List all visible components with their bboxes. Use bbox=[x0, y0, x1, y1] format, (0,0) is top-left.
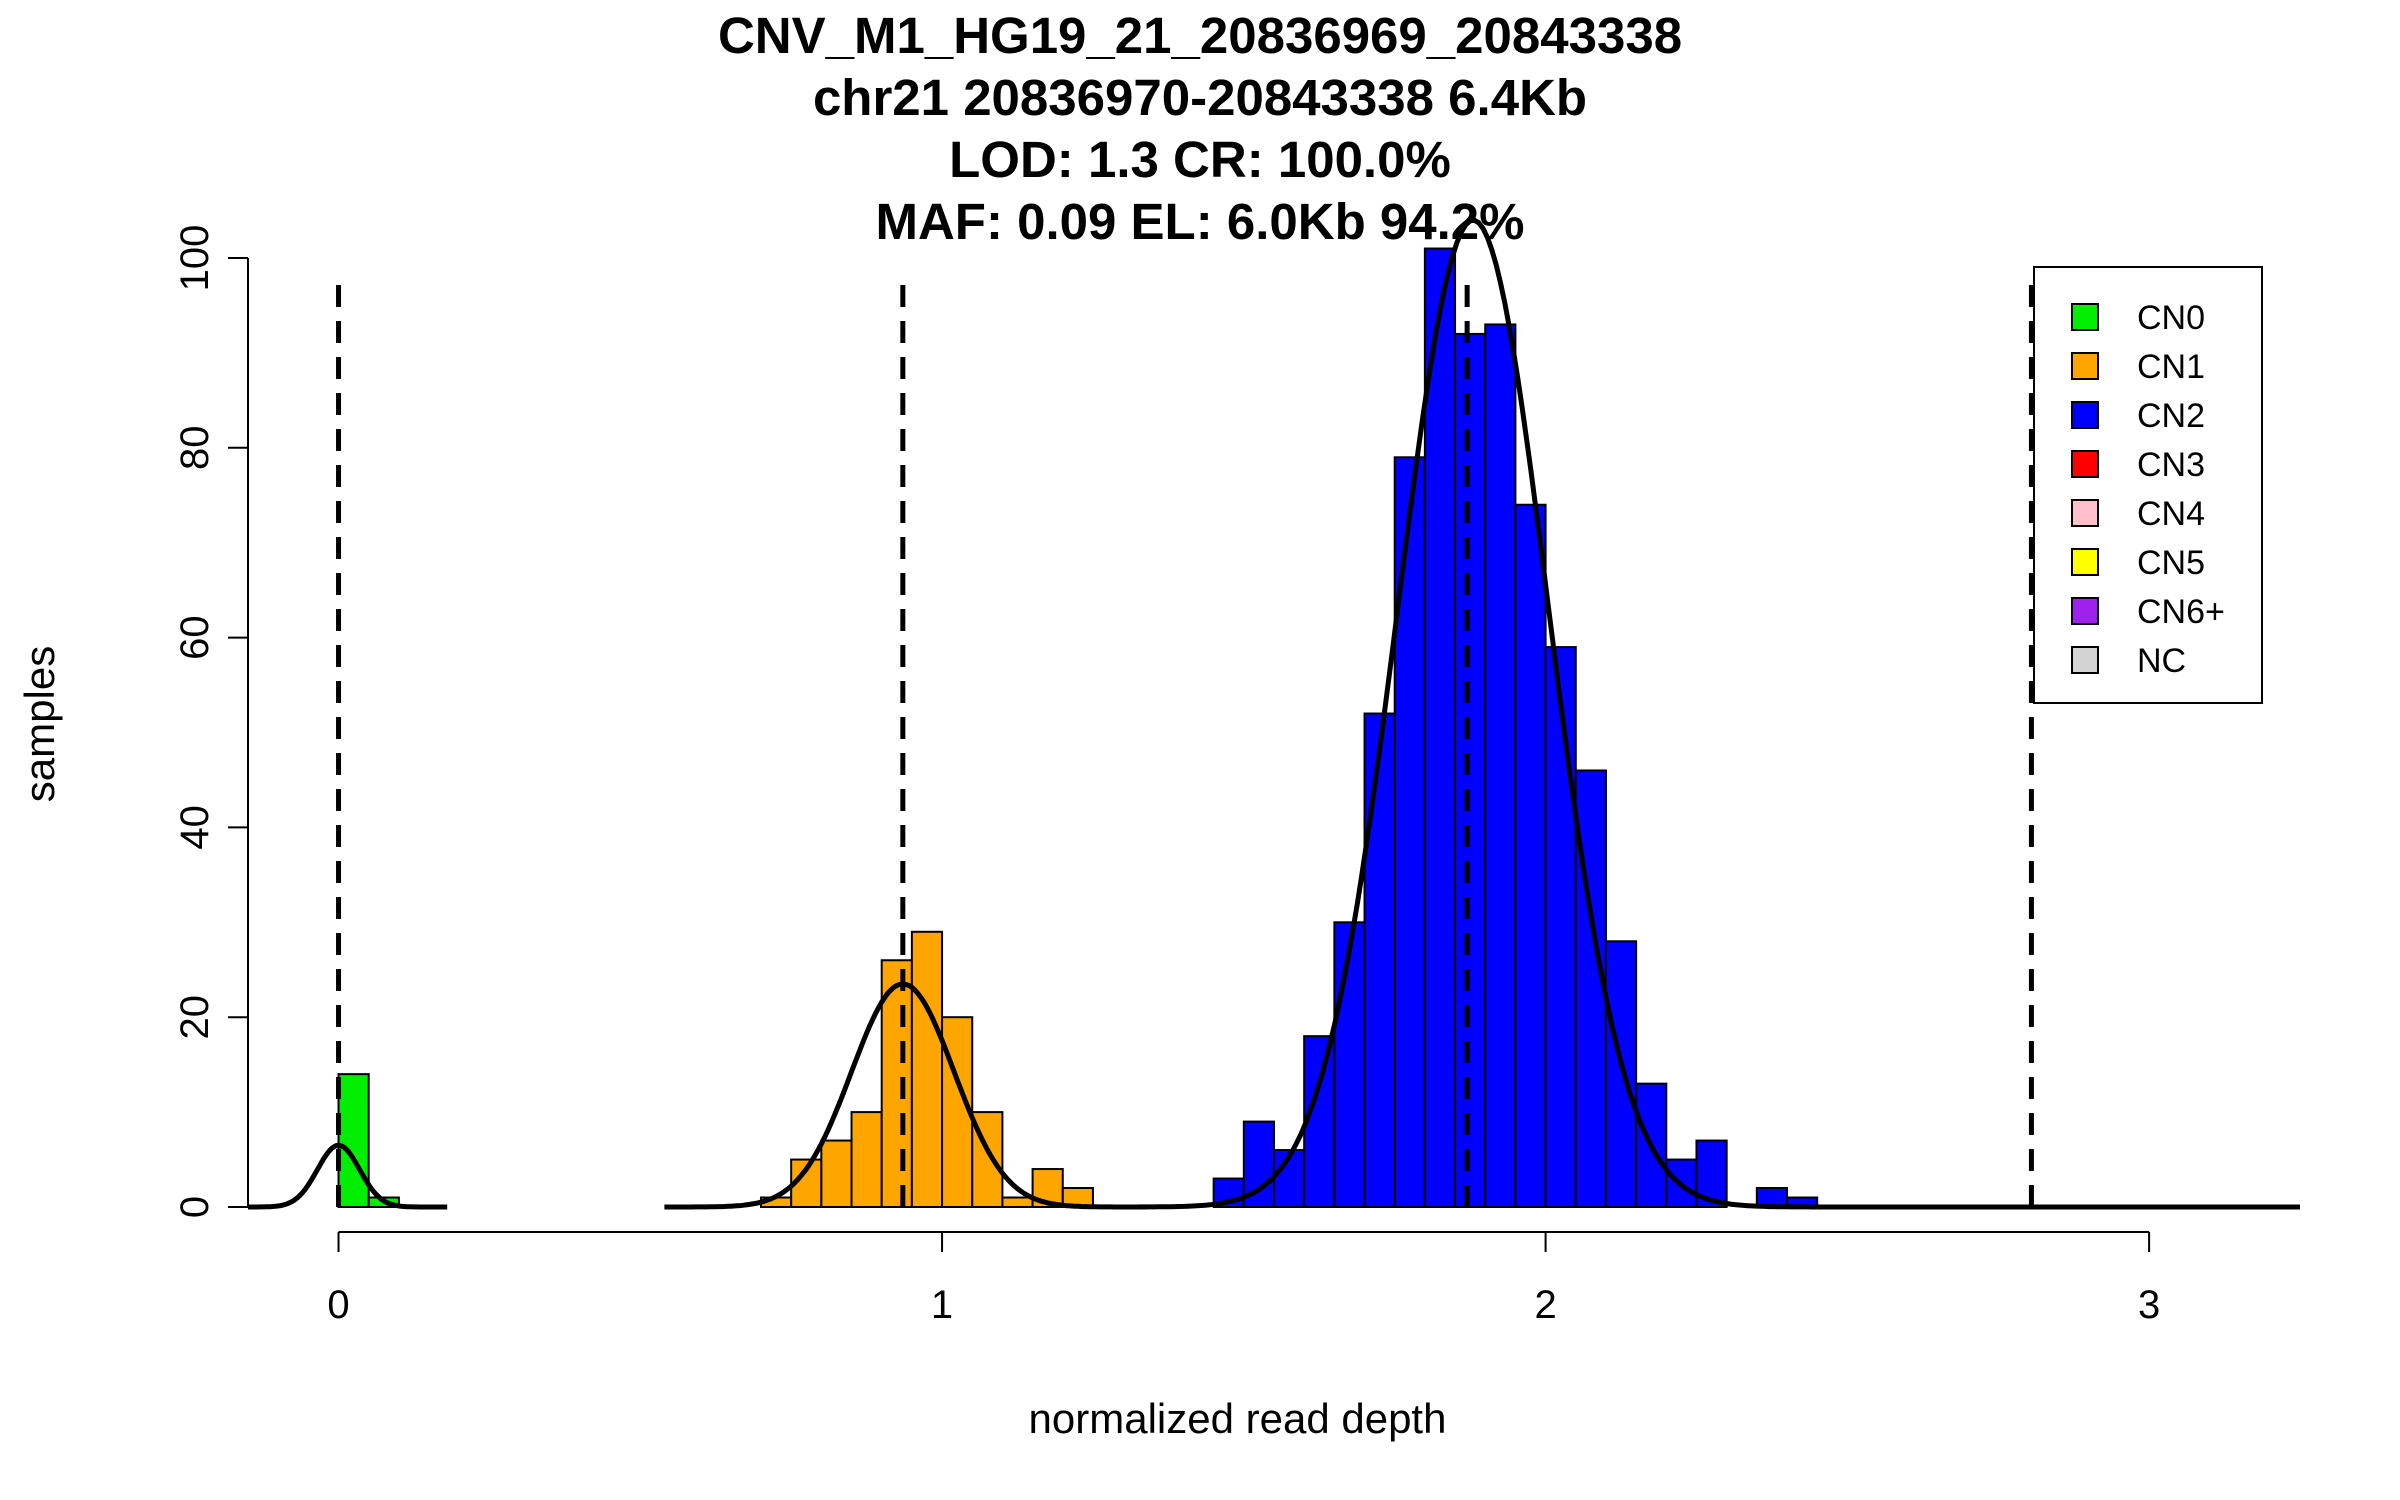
fit-curve-1 bbox=[664, 981, 1148, 1210]
legend-label-cn6+: CN6+ bbox=[2137, 593, 2225, 631]
bar-cn2-2.2 bbox=[1665, 1158, 1698, 1209]
legend-box bbox=[2033, 266, 2263, 704]
bar-cn1-1.1 bbox=[1001, 1196, 1034, 1209]
legend-swatch-cn3 bbox=[2071, 450, 2099, 478]
legend-swatch-cn0 bbox=[2071, 303, 2099, 331]
chart-title-line-4: MAF: 0.09 EL: 6.0Kb 94.2% bbox=[875, 193, 1525, 250]
x-tick-label-3: 3 bbox=[2138, 1283, 2160, 1327]
legend-label-cn4: CN4 bbox=[2137, 495, 2205, 533]
bar-cn2-1.7 bbox=[1363, 712, 1396, 1209]
y-tick-label-100: 100 bbox=[173, 225, 217, 292]
x-tick-label-1: 1 bbox=[931, 1283, 953, 1327]
y-tick-label-40: 40 bbox=[173, 805, 217, 850]
legend-swatch-cn2 bbox=[2071, 401, 2099, 429]
bar-cn1-0.95 bbox=[910, 930, 944, 1208]
bar-cn2-1.65 bbox=[1333, 921, 1366, 1208]
bar-cn2-1.9 bbox=[1484, 323, 1517, 1208]
bar-cn1-0.8 bbox=[820, 1139, 853, 1208]
legend-label-cn3: CN3 bbox=[2137, 446, 2205, 484]
legend: CN0 CN1 CN2 CN3 CN4 CN5 CN6+ NC bbox=[2033, 266, 2263, 704]
legend-label-cn5: CN5 bbox=[2137, 544, 2205, 582]
bar-cn1-0.85 bbox=[850, 1111, 883, 1208]
legend-swatch-cn5 bbox=[2071, 548, 2099, 576]
legend-swatch-nc bbox=[2071, 646, 2099, 674]
y-tick-label-60: 60 bbox=[173, 615, 217, 660]
bar-cn2-1.75 bbox=[1393, 456, 1426, 1209]
y-tick-label-80: 80 bbox=[173, 426, 217, 471]
x-axis-label: normalized read depth bbox=[1028, 1395, 1447, 1442]
x-tick-label-2: 2 bbox=[1534, 1283, 1556, 1327]
legend-label-cn1: CN1 bbox=[2137, 348, 2205, 386]
bar-cn2-2 bbox=[1544, 646, 1577, 1208]
legend-swatch-cn6+ bbox=[2071, 597, 2099, 625]
y-axis-label: samples bbox=[16, 645, 63, 803]
legend-label-nc: NC bbox=[2137, 642, 2186, 680]
bar-cn2-1.8 bbox=[1423, 247, 1457, 1208]
bar-cn2-2.1 bbox=[1604, 940, 1638, 1209]
chart-title-line-3: LOD: 1.3 CR: 100.0% bbox=[949, 131, 1451, 188]
legend-label-cn0: CN0 bbox=[2137, 299, 2205, 337]
dashed-lines-layer bbox=[336, 276, 2034, 1207]
bars-layer bbox=[337, 247, 1819, 1209]
legend-label-cn2: CN2 bbox=[2137, 397, 2205, 435]
bar-cn2-1.85 bbox=[1454, 332, 1487, 1209]
axes-layer: 0 20 40 60 80 100 0 1 2 3 bbox=[173, 225, 2160, 1327]
fit-curves-layer bbox=[248, 217, 2300, 1210]
y-tick-label-20: 20 bbox=[173, 995, 217, 1039]
fit-curve-0 bbox=[248, 1142, 448, 1210]
legend-swatch-cn4 bbox=[2071, 499, 2099, 527]
x-tick-label-0: 0 bbox=[327, 1283, 349, 1327]
fit-curve-2 bbox=[1123, 217, 1818, 1210]
chart-title-line-1: CNV_M1_HG19_21_20836969_20843338 bbox=[717, 7, 1683, 64]
bar-cn2-1.95 bbox=[1514, 503, 1547, 1208]
y-tick-label-0: 0 bbox=[173, 1196, 217, 1218]
legend-swatch-cn1 bbox=[2071, 352, 2099, 380]
bar-cn0-0 bbox=[337, 1073, 370, 1209]
chart-title-line-2: chr21 20836970-20843338 6.4Kb bbox=[812, 69, 1588, 126]
